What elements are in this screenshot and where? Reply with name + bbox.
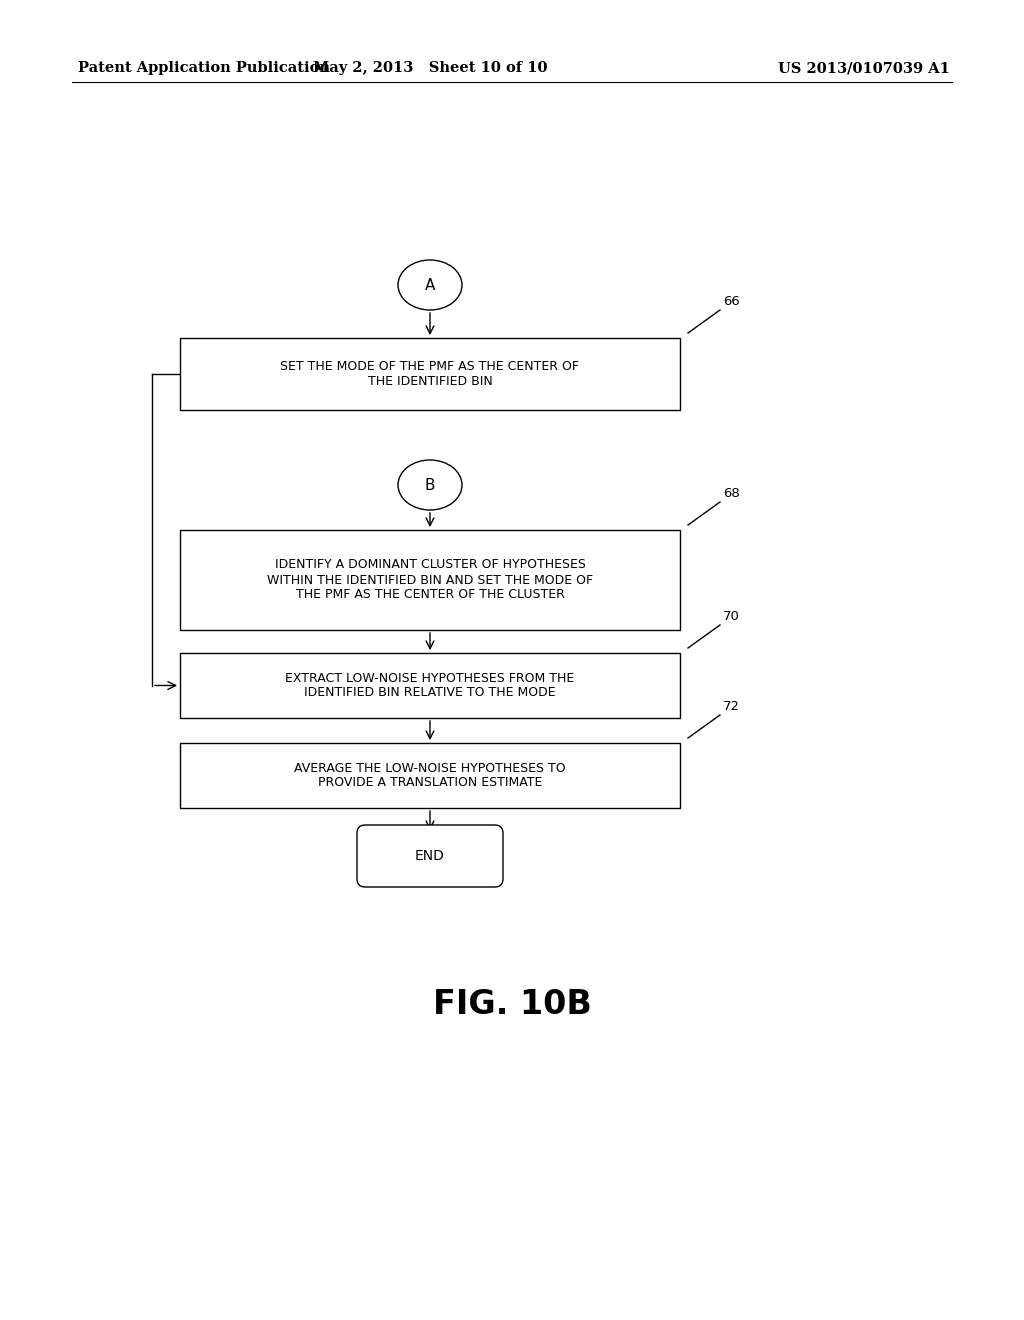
Text: 66: 66 [723,294,739,308]
Text: 68: 68 [723,487,739,500]
Text: EXTRACT LOW-NOISE HYPOTHESES FROM THE
IDENTIFIED BIN RELATIVE TO THE MODE: EXTRACT LOW-NOISE HYPOTHESES FROM THE ID… [286,672,574,700]
FancyBboxPatch shape [180,743,680,808]
Text: END: END [415,849,445,863]
Text: May 2, 2013   Sheet 10 of 10: May 2, 2013 Sheet 10 of 10 [312,61,547,75]
Text: IDENTIFY A DOMINANT CLUSTER OF HYPOTHESES
WITHIN THE IDENTIFIED BIN AND SET THE : IDENTIFY A DOMINANT CLUSTER OF HYPOTHESE… [267,558,593,602]
Text: 70: 70 [723,610,740,623]
FancyBboxPatch shape [357,825,503,887]
Text: Patent Application Publication: Patent Application Publication [78,61,330,75]
Ellipse shape [398,459,462,510]
Ellipse shape [398,260,462,310]
Text: SET THE MODE OF THE PMF AS THE CENTER OF
THE IDENTIFIED BIN: SET THE MODE OF THE PMF AS THE CENTER OF… [281,360,580,388]
Text: US 2013/0107039 A1: US 2013/0107039 A1 [778,61,950,75]
Text: A: A [425,277,435,293]
Text: FIG. 10B: FIG. 10B [432,989,592,1022]
FancyBboxPatch shape [180,531,680,630]
Text: 72: 72 [723,700,740,713]
FancyBboxPatch shape [180,653,680,718]
Text: AVERAGE THE LOW-NOISE HYPOTHESES TO
PROVIDE A TRANSLATION ESTIMATE: AVERAGE THE LOW-NOISE HYPOTHESES TO PROV… [294,762,566,789]
Text: B: B [425,478,435,492]
FancyBboxPatch shape [180,338,680,411]
